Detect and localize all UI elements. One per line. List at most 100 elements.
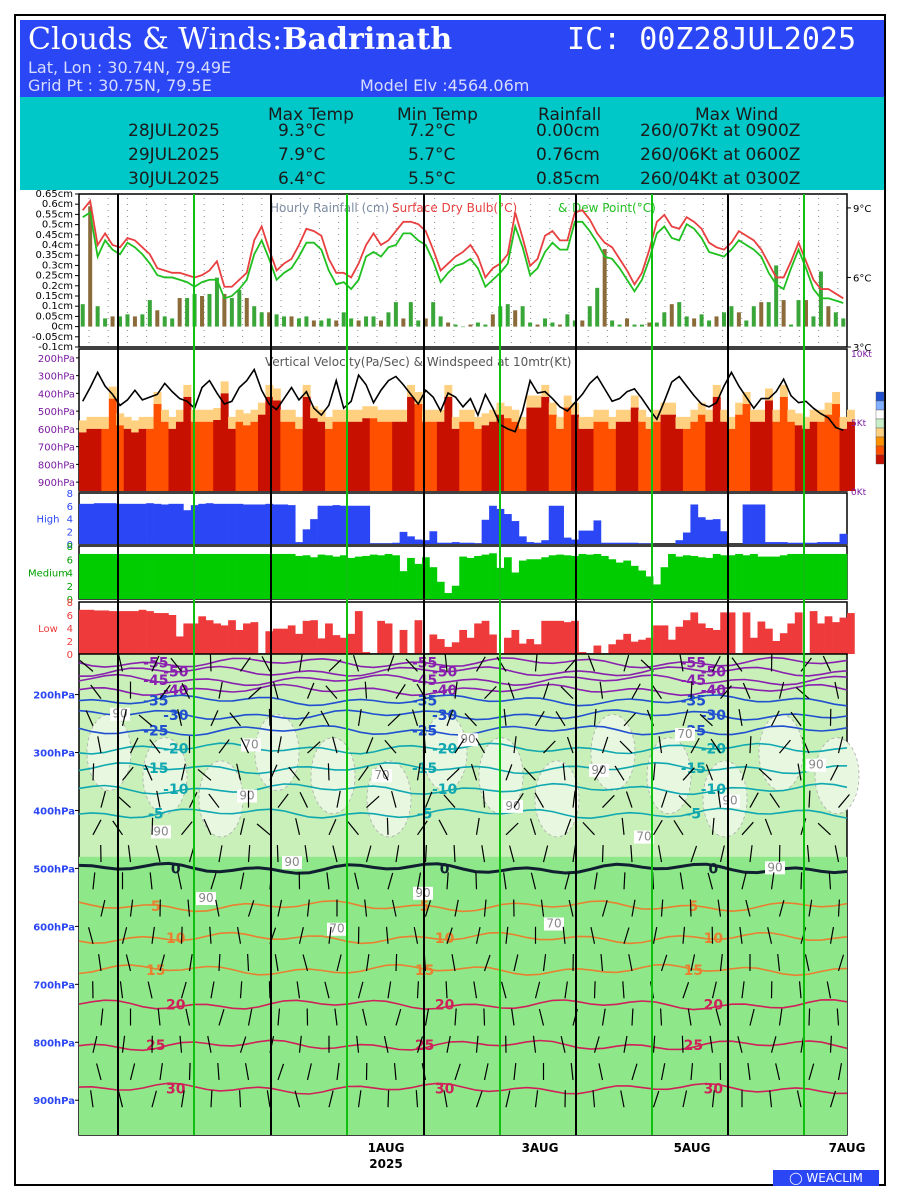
wind-barb	[98, 954, 102, 972]
header-banner: Clouds & Winds:Badrinath IC: 00Z28JUL202…	[20, 20, 884, 97]
rain-bar	[461, 326, 465, 328]
row-min: 5.7°C	[408, 145, 456, 165]
medium-cloud-bar	[131, 553, 139, 599]
rain-tick-label: 0.3cm	[42, 260, 73, 271]
wind-barb	[601, 736, 609, 754]
low-cloud-bar	[466, 637, 475, 654]
wind-barb	[837, 736, 844, 754]
vv-strong-cell	[86, 428, 95, 491]
vv-strong-cell	[384, 421, 393, 491]
wind-barb	[295, 818, 301, 835]
medium-cloud-bar	[638, 570, 646, 599]
high-cloud-bar	[697, 517, 706, 544]
vv-weak-cell	[466, 409, 475, 422]
high-cloud-bar	[615, 542, 624, 544]
wind-barb	[690, 954, 696, 972]
rain-bar	[811, 316, 816, 327]
wind-barb	[180, 763, 186, 781]
vv-weak-cell	[660, 402, 669, 415]
high-cloud-bar	[205, 503, 214, 544]
rain-bar	[408, 302, 413, 327]
medium-cloud-bar	[504, 557, 512, 599]
rain-bar	[214, 277, 219, 327]
low-cloud-bar	[653, 625, 661, 654]
wind-barb	[798, 981, 802, 999]
wind-barb	[836, 1008, 840, 1026]
wind-barb	[599, 681, 604, 699]
wind-barb	[387, 655, 395, 672]
high-cloud-tick-label: 8	[67, 489, 73, 500]
vv-colorbar-cell	[875, 400, 885, 411]
humidity-label-bg	[675, 728, 695, 742]
wind-barb	[470, 763, 478, 781]
vv-weak-cell	[369, 406, 378, 419]
row-rain: 0.00cm	[536, 121, 600, 141]
vv-strong-cell	[354, 421, 363, 491]
main-tick-label: 300hPa	[33, 749, 75, 760]
rain-tick-label: 0.2cm	[42, 281, 73, 292]
high-cloud-bar	[108, 503, 117, 544]
medium-cloud-bar	[675, 556, 684, 599]
isotherm-label: -10	[432, 782, 458, 798]
vv-strong-cell	[586, 428, 594, 491]
rain-bar	[684, 316, 689, 327]
high-cloud-bar	[481, 519, 490, 544]
rain-bar	[393, 302, 398, 327]
vv-weak-cell	[600, 409, 609, 422]
medium-cloud-bar	[459, 556, 468, 599]
row-wind: 260/04Kt at 0300Z	[640, 169, 801, 189]
wind-barb	[405, 658, 418, 672]
rain-tick-label: -0.1cm	[38, 342, 73, 353]
vv-strong-cell	[325, 428, 334, 491]
isotherm-label: 10	[704, 931, 724, 947]
medium-cloud-bar	[392, 555, 400, 599]
high-cloud-bar	[399, 531, 408, 544]
rain-tick-label: 0.15cm	[35, 291, 73, 302]
isotherm-line	[78, 931, 848, 945]
summary-table: Max Temp Min Temp Rainfall Max Wind 28JU…	[20, 97, 884, 190]
wind-barb	[777, 954, 781, 972]
wind-barb	[151, 655, 160, 672]
medium-cloud-bar	[548, 555, 557, 599]
wind-barb	[88, 927, 94, 944]
rain-bar	[155, 310, 160, 327]
wind-barb	[210, 981, 215, 999]
wind-barb	[229, 712, 241, 727]
medium-cloud-bar	[794, 553, 803, 599]
wind-barb	[424, 845, 427, 863]
vv-strong-cell	[93, 428, 102, 491]
medium-cloud-bar	[302, 555, 311, 599]
wind-barb	[352, 654, 360, 672]
temp-tick-label: 9°C	[853, 204, 871, 215]
isotherm-label: -50	[701, 664, 727, 680]
wind-barb	[619, 740, 633, 754]
high-cloud-bar	[101, 503, 110, 544]
medium-cloud-bar	[153, 553, 162, 599]
wind-barb	[208, 793, 220, 808]
rain-bar	[736, 312, 741, 327]
vv-weak-cell	[653, 409, 662, 422]
low-cloud-bar	[429, 634, 438, 654]
vv-weak-cell	[272, 388, 281, 401]
vv-tick-label: 400hPa	[38, 389, 75, 400]
wind-barb	[538, 1008, 545, 1026]
isotherm-label: 15	[684, 963, 703, 979]
wind-barb	[601, 845, 604, 863]
humidity-patch	[310, 737, 356, 815]
wind-barb	[179, 1035, 183, 1053]
medium-cloud-bar	[653, 584, 661, 599]
vv-strong-cell	[809, 421, 818, 491]
vv-strong-cell	[511, 421, 520, 491]
vv-weak-cell	[675, 416, 684, 429]
wind-barb	[715, 1008, 722, 1026]
vv-strong-cell	[287, 421, 296, 491]
wind-barb	[651, 684, 662, 699]
wind-barb	[509, 845, 515, 863]
vv-strong-cell	[228, 428, 237, 491]
vv-weak-cell	[123, 416, 132, 429]
vv-weak-cell	[556, 416, 565, 429]
vv-weak-cell	[451, 416, 460, 429]
low-cloud-bar	[481, 620, 490, 654]
high-cloud-bar	[93, 503, 102, 544]
vv-strong-cell	[720, 421, 729, 491]
